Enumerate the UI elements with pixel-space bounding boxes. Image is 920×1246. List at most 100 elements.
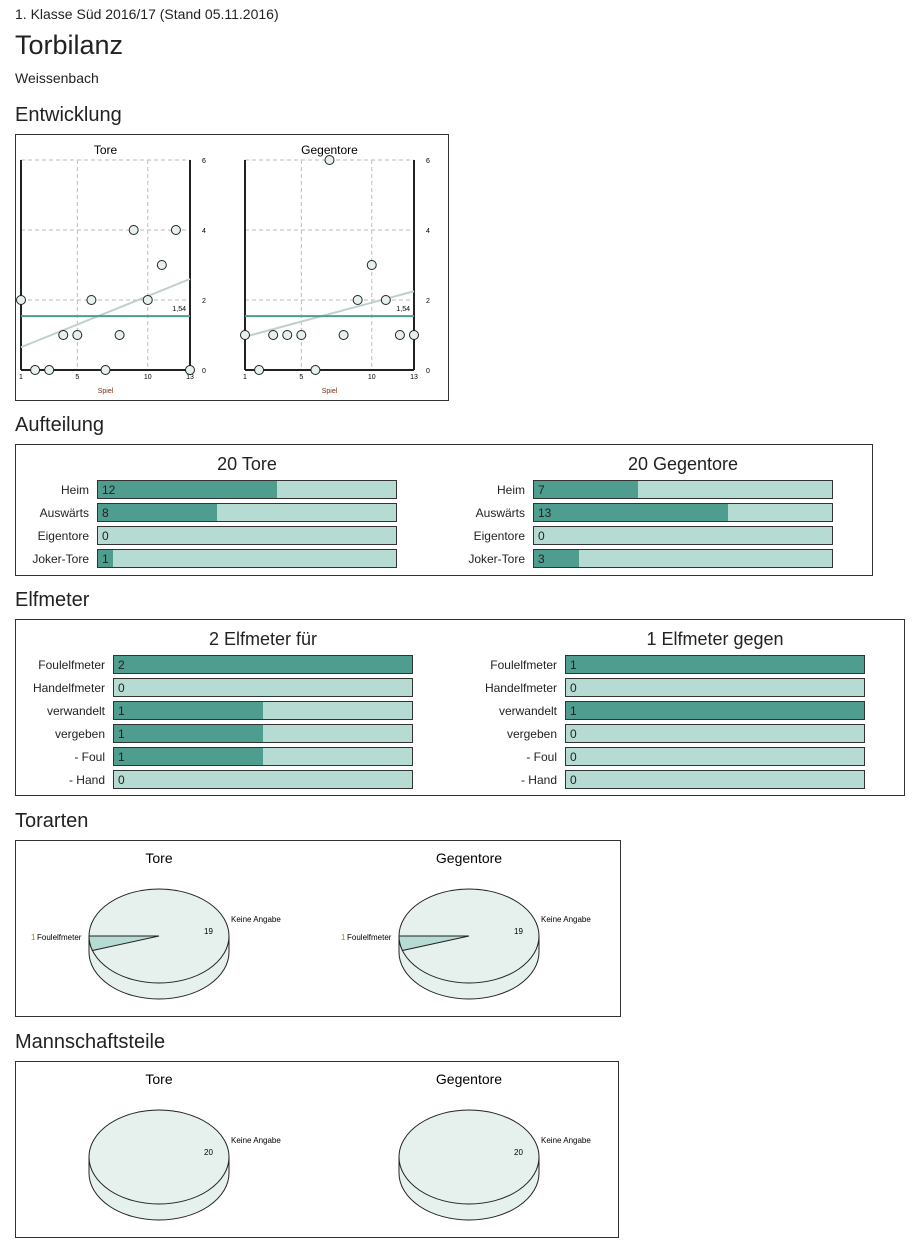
bar-value: 0: [570, 681, 577, 695]
slice-value: 1: [341, 933, 346, 942]
bar-track: 7: [533, 480, 833, 499]
y-tick-label: 0: [426, 368, 430, 375]
x-tick-label: 10: [144, 374, 152, 381]
data-point: [170, 225, 181, 235]
y-tick-label: 4: [426, 228, 430, 235]
pie-slice: [398, 935, 470, 952]
data-point: [366, 260, 377, 270]
bar-label: - Foul: [526, 750, 557, 764]
bar-track: 1: [97, 549, 397, 568]
slice-value: 1: [31, 933, 36, 942]
data-point: [338, 330, 349, 340]
x-tick-label: 1: [19, 374, 23, 381]
pie-top: [398, 1109, 540, 1205]
data-point: [100, 365, 111, 375]
bar-value: 3: [538, 552, 545, 566]
bar-track: 0: [565, 770, 865, 789]
bar-value: 0: [570, 773, 577, 787]
bar-track: 1: [565, 655, 865, 674]
bar-track: 0: [565, 724, 865, 743]
bar-track: 0: [97, 526, 397, 545]
bar-value: 0: [538, 529, 545, 543]
bar-label: Eigentore: [37, 529, 89, 543]
bar-label: - Hand: [68, 773, 105, 787]
x-tick-label: 10: [368, 374, 376, 381]
data-point: [142, 295, 153, 305]
data-point: [16, 295, 26, 305]
bar-label: Heim: [496, 483, 525, 497]
data-point: [380, 295, 391, 305]
y-tick-label: 6: [426, 158, 430, 165]
pie-slice: [88, 935, 160, 952]
entwicklung-charts: Tore 1,54 0 2 4 6 1 5 10 13 Spiel Gegentore 1,54 0 2 4 6…: [16, 143, 430, 395]
bar-label: vergeben: [54, 727, 105, 741]
bar-fill: [114, 702, 263, 719]
bar-track: 0: [113, 678, 413, 697]
bar-value: 0: [570, 727, 577, 741]
bar-fill: [114, 748, 263, 765]
bar-value: 1: [118, 704, 125, 718]
slice-label: Keine Angabe: [541, 1136, 591, 1145]
y-tick-label: 4: [202, 228, 206, 235]
bar-fill: [534, 504, 728, 521]
bar-track: 1: [113, 724, 413, 743]
elfmeter-panel: 2 Elfmeter für Foulelfmeter 2 Handelfmeter 0…: [15, 619, 905, 796]
bar-value: 13: [538, 506, 552, 520]
x-axis-label: Spiel: [98, 388, 114, 395]
bar-fill: [98, 504, 218, 521]
y-tick-label: 6: [202, 158, 206, 165]
bar-label: verwandelt: [46, 704, 105, 718]
bar-label: Joker-Tore: [32, 552, 89, 566]
bar-value: 1: [102, 552, 109, 566]
data-point: [409, 330, 419, 340]
data-point: [352, 295, 363, 305]
data-point: [185, 365, 195, 375]
mannschaftsteile-charts: Tore 20 Keine Angabe Gegentore 20 Keine Angab…: [88, 1071, 591, 1221]
bar-fill: [114, 725, 263, 742]
group-title: 20 Tore: [217, 454, 277, 474]
bar-fill: [566, 656, 864, 673]
bar-value: 1: [570, 658, 577, 672]
bar-value: 12: [102, 483, 116, 497]
bar-label: Joker-Tore: [468, 552, 525, 566]
slice-value: 19: [514, 927, 523, 936]
bar-track: 2: [113, 655, 413, 674]
data-point: [282, 330, 293, 340]
slice-value: 19: [204, 927, 213, 936]
pie-title: Tore: [145, 850, 172, 866]
data-point: [240, 330, 250, 340]
bar-fill: [98, 550, 113, 567]
pie-top: [88, 1109, 230, 1205]
bar-track: 1: [113, 701, 413, 720]
x-tick-label: 5: [299, 374, 303, 381]
aufteilung-panel: 20 Tore Heim 12 Auswärts 8 Eigentore 0 Joker-To…: [15, 444, 873, 576]
bar-track: 0: [565, 678, 865, 697]
group-title: 1 Elfmeter gegen: [646, 629, 784, 649]
bar-fill: [98, 481, 277, 498]
entwicklung-panel: Tore 1,54 0 2 4 6 1 5 10 13 Spiel Gegentore 1,54 0 2 4 6…: [15, 134, 449, 401]
x-tick-label: 13: [186, 374, 194, 381]
data-point: [394, 330, 405, 340]
bar-label: - Foul: [74, 750, 105, 764]
bar-value: 0: [102, 529, 109, 543]
bar-fill: [534, 481, 639, 498]
bar-track: 12: [97, 480, 397, 499]
section-torarten: Torarten: [15, 810, 89, 832]
slice-label: Keine Angabe: [231, 1136, 281, 1145]
pie-title: Gegentore: [436, 850, 502, 866]
x-tick-label: 1: [243, 374, 247, 381]
group-title: 20 Gegentore: [627, 454, 739, 474]
bar-value: 0: [118, 773, 125, 787]
bar-track: 1: [113, 747, 413, 766]
bar-value: 2: [118, 658, 125, 672]
page-title: Torbilanz: [15, 30, 124, 60]
bar-value: 8: [102, 506, 109, 520]
data-point: [254, 365, 265, 375]
y-tick-label: 2: [426, 298, 430, 305]
y-tick-label: 0: [202, 368, 206, 375]
pie-title: Gegentore: [436, 1071, 502, 1087]
bar-label: Handelfmeter: [32, 681, 105, 695]
bar-value: 7: [538, 483, 545, 497]
bar-track: 8: [97, 503, 397, 522]
